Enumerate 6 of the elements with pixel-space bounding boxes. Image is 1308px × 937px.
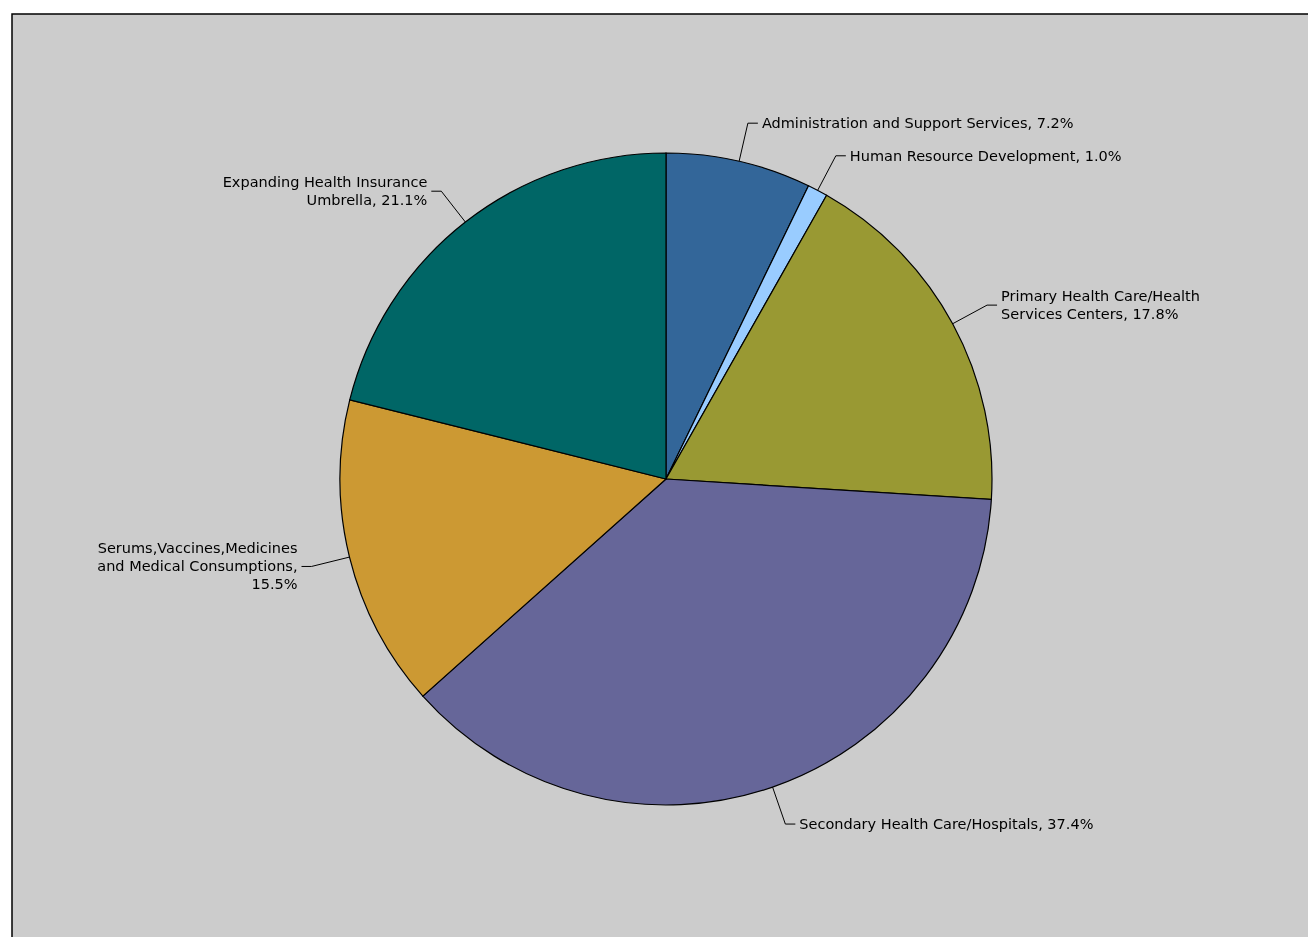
slice-label: Expanding Health Insurance Umbrella, 21.1% <box>222 174 428 209</box>
slice-label: Human Resource Development, 1.0% <box>849 147 1122 164</box>
slice-label: Secondary Health Care/Hospitals, 37.4% <box>799 816 1094 833</box>
slice-label: Primary Health Care/Health Services Centers, 17.8% <box>1001 288 1200 323</box>
slice-label: Serums,Vaccines,Medicines and Medical Consumptions, 15.5% <box>97 540 298 593</box>
slice-label: Administration and Support Services, 7.2% <box>761 115 1074 132</box>
